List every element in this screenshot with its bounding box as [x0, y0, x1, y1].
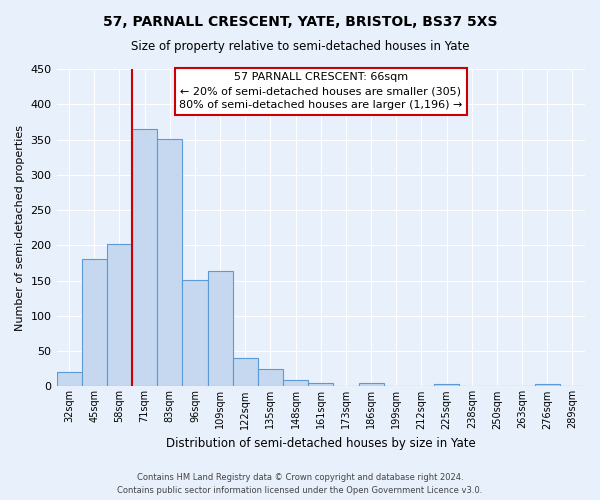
Bar — [208, 270, 233, 386]
Bar — [132, 129, 157, 386]
X-axis label: Distribution of semi-detached houses by size in Yate: Distribution of semi-detached houses by … — [166, 437, 476, 450]
Bar — [283, 380, 308, 386]
Bar — [535, 384, 560, 386]
Y-axis label: Number of semi-detached properties: Number of semi-detached properties — [15, 124, 25, 330]
Bar — [359, 383, 383, 386]
Bar — [157, 139, 182, 386]
Text: Size of property relative to semi-detached houses in Yate: Size of property relative to semi-detach… — [131, 40, 469, 53]
Bar — [107, 244, 132, 386]
Text: 57 PARNALL CRESCENT: 66sqm
← 20% of semi-detached houses are smaller (305)
80% o: 57 PARNALL CRESCENT: 66sqm ← 20% of semi… — [179, 72, 463, 110]
Text: 57, PARNALL CRESCENT, YATE, BRISTOL, BS37 5XS: 57, PARNALL CRESCENT, YATE, BRISTOL, BS3… — [103, 15, 497, 29]
Bar — [258, 369, 283, 386]
Bar — [56, 372, 82, 386]
Text: Contains HM Land Registry data © Crown copyright and database right 2024.
Contai: Contains HM Land Registry data © Crown c… — [118, 474, 482, 495]
Bar — [82, 258, 107, 386]
Bar — [308, 383, 334, 386]
Bar — [434, 384, 459, 386]
Bar — [233, 358, 258, 386]
Bar — [182, 280, 208, 386]
